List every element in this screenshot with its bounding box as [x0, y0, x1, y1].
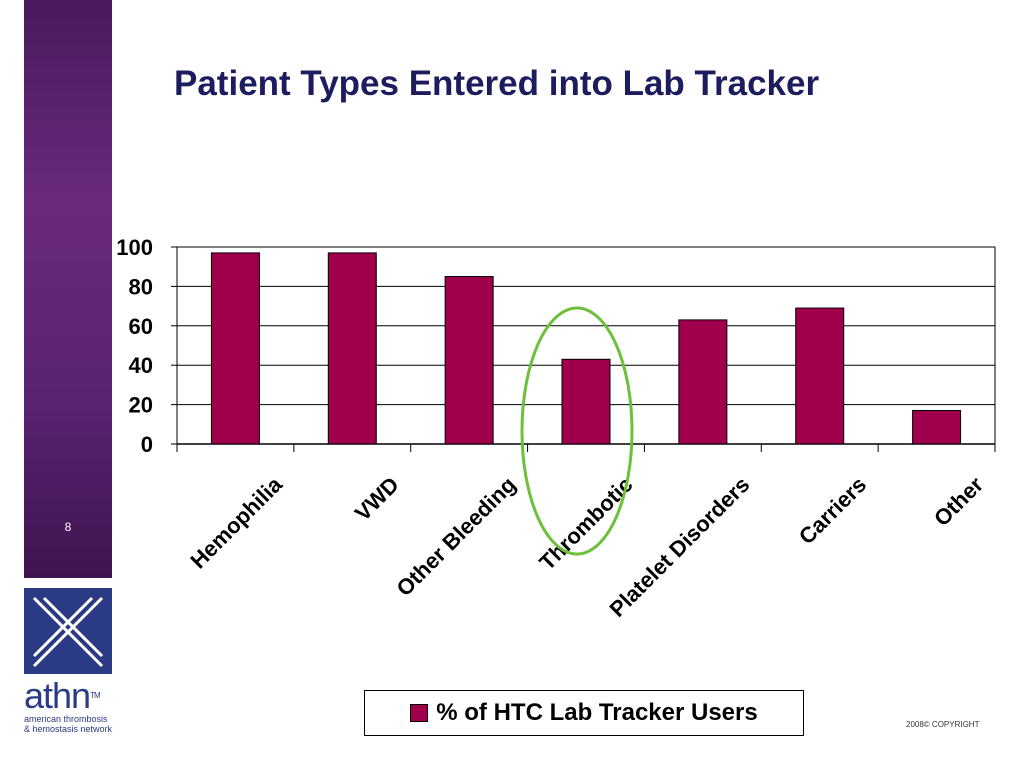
y-tick-label: 20: [129, 393, 153, 418]
sidebar-band: 8: [24, 0, 112, 578]
y-tick-label: 80: [129, 274, 153, 299]
logo-word: athn: [24, 675, 91, 716]
slide-title: Patient Types Entered into Lab Tracker: [174, 64, 820, 103]
bar: [795, 307, 845, 445]
y-tick-label: 60: [129, 314, 153, 339]
bar: [327, 252, 377, 445]
slide-number: 8: [64, 520, 72, 534]
x-tick-label: Other: [929, 472, 988, 531]
bar: [561, 358, 611, 445]
logo-subtitle-line-1: american thrombosis: [24, 714, 108, 724]
bar: [678, 319, 728, 445]
x-tick-label: Carriers: [794, 472, 871, 549]
highlight-circle: [520, 306, 634, 556]
y-tick-label: 40: [129, 353, 153, 378]
logo-subtitle-line-2: & hemostasis network: [24, 724, 113, 734]
legend-swatch: [410, 704, 429, 722]
y-tick-label: 100: [116, 235, 153, 260]
athn-logo-mark: [24, 588, 112, 674]
x-tick-label: Thrombotic: [534, 472, 637, 575]
copyright-notice: 2008© COPYRIGHT: [906, 720, 980, 729]
bar: [444, 276, 494, 445]
bar: [210, 252, 260, 445]
chart-legend: % of HTC Lab Tracker Users: [364, 690, 804, 736]
x-tick-label: Hemophilia: [185, 471, 287, 573]
logo-tm: TM: [90, 691, 101, 700]
legend-label: % of HTC Lab Tracker Users: [436, 699, 758, 726]
bar: [912, 410, 962, 445]
logo-x-icon: [32, 596, 104, 668]
y-tick-label: 0: [141, 432, 153, 457]
athn-logo-text: athnTM american thrombosis & hemostasis …: [24, 675, 124, 735]
x-tick-label: Other Bleeding: [391, 472, 520, 601]
x-tick-label: VWD: [350, 472, 404, 526]
